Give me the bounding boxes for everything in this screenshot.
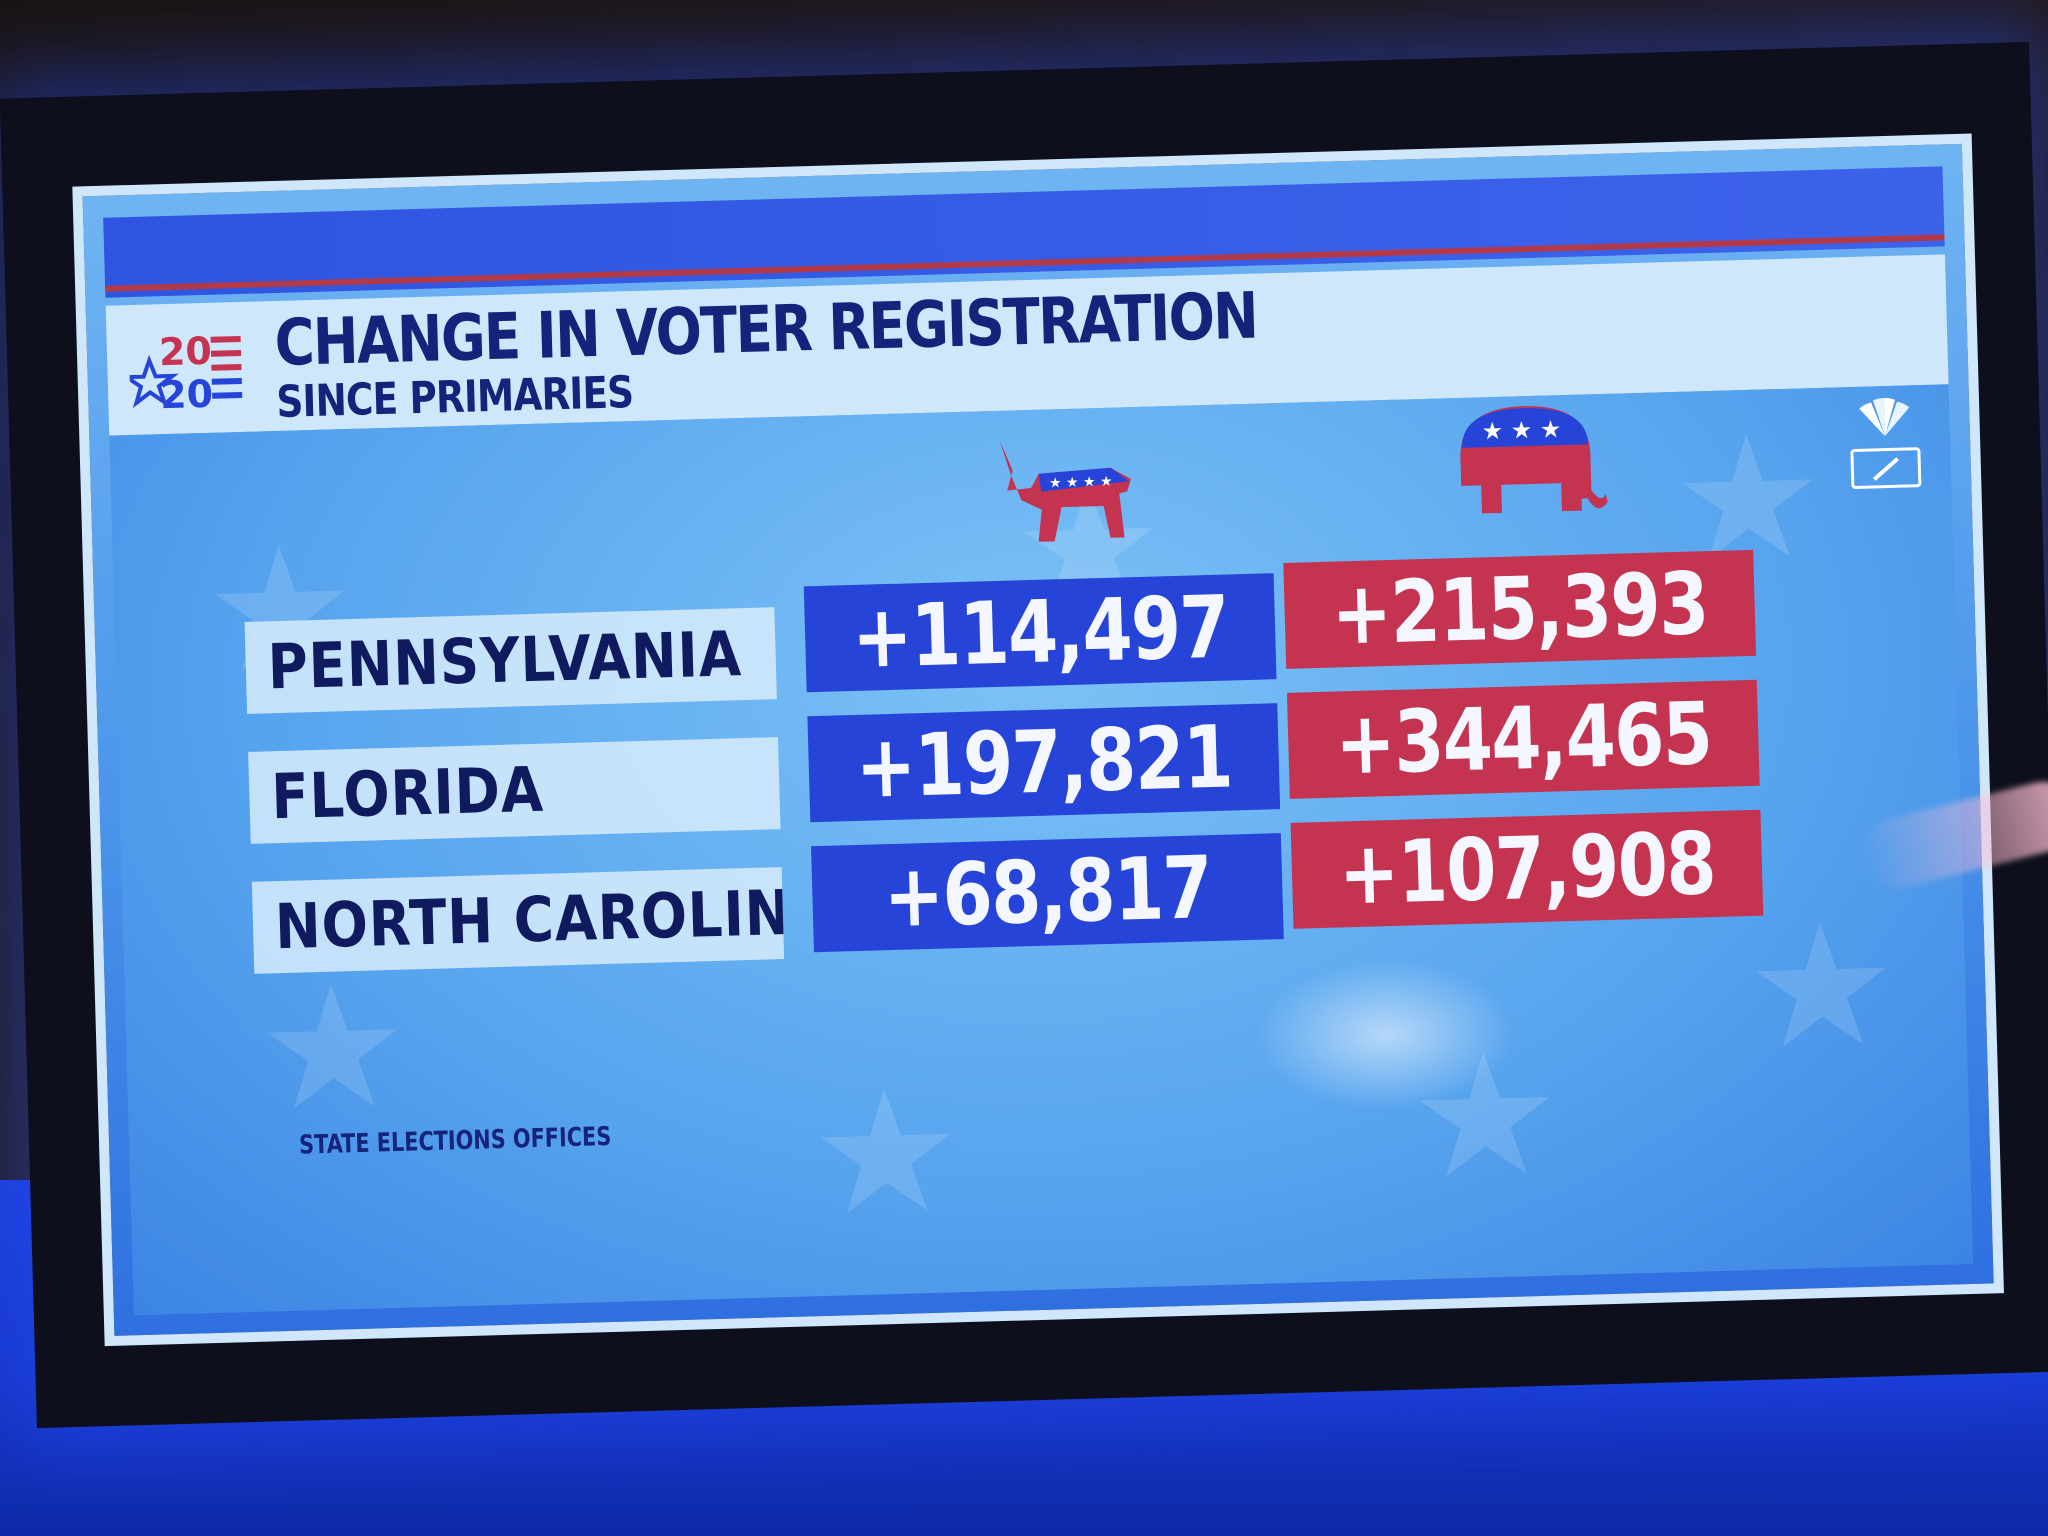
tv-frame: 20 20 CHANGE IN VOTER REGISTRATION SINCE… xyxy=(0,41,2048,1429)
state-label-florida: FLORIDA xyxy=(248,737,781,844)
elephant-icon: ★ ★ ★ xyxy=(1460,406,1608,514)
screen-glare xyxy=(1254,956,1519,1114)
nbc-peacock-icon xyxy=(1859,398,1910,437)
logo-bottom-year: 20 xyxy=(160,372,214,417)
rep-change-florida: +344,465 xyxy=(1286,679,1760,799)
background-star: ★ xyxy=(806,1052,965,1255)
svg-text:★ ★ ★: ★ ★ ★ xyxy=(1481,415,1562,445)
rep-change-pennsylvania: +215,393 xyxy=(1283,549,1757,669)
background-star: ★ xyxy=(1742,885,1901,1089)
election-2020-logo: 20 20 xyxy=(128,329,243,417)
background-star: ★ xyxy=(253,947,412,1150)
graphic-body: ★ ★ ★ ★ ★ ★ ★ ★ ★ ★ ★ xyxy=(109,384,1974,1316)
graphic-title: CHANGE IN VOTER REGISTRATION xyxy=(273,279,1258,382)
svg-text:★ ★ ★ ★: ★ ★ ★ ★ xyxy=(1049,474,1113,492)
dem-change-north-carolina: +68,817 xyxy=(811,833,1284,953)
graphic-header: 20 20 CHANGE IN VOTER REGISTRATION SINCE… xyxy=(105,254,1949,436)
logo-top-year: 20 xyxy=(158,329,212,374)
state-label-pennsylvania: PENNSYLVANIA xyxy=(244,607,777,714)
tv-screen: 20 20 CHANGE IN VOTER REGISTRATION SINCE… xyxy=(72,133,2004,1347)
dem-change-pennsylvania: +114,497 xyxy=(803,573,1277,693)
pen-icon xyxy=(1850,447,1922,490)
state-label-north-carolina: NORTH CAROLINA xyxy=(251,867,785,974)
graphic-subtitle: SINCE PRIMARIES xyxy=(275,367,634,428)
dem-change-florida: +197,821 xyxy=(807,703,1281,823)
donkey-icon: ★ ★ ★ ★ xyxy=(999,440,1131,542)
rep-change-north-carolina: +107,908 xyxy=(1290,809,1764,929)
